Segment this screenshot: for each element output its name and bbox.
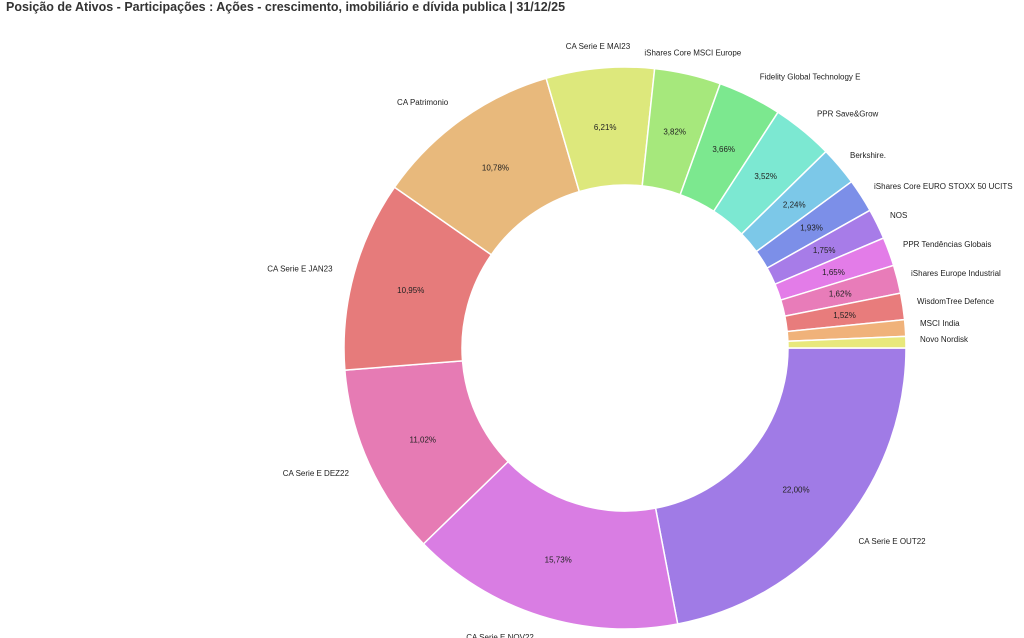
category-labels-layer: CA Serie E OUT22 CA Serie E NOV22 CA Serie… <box>267 42 1012 638</box>
chart-title: Posição de Ativos - Participações : Açõe… <box>6 0 566 14</box>
slice-category-label: CA Patrimonio <box>397 98 449 107</box>
slice-category-label: Berkshire. <box>850 151 886 160</box>
slice-percent-label: 1,65% <box>822 268 845 277</box>
slice-percent-label: 22,00% <box>782 485 809 494</box>
slice-category-label: Fidelity Global Technology E <box>760 73 861 82</box>
slice-category-label: CA Serie E DEZ22 <box>283 469 350 478</box>
slice-category-label: PPR Save&Grow <box>817 110 879 119</box>
slice-percent-label: 10,95% <box>397 286 424 295</box>
slice-category-label: PPR Tendências Globais <box>903 240 991 249</box>
slice-category-label: CA Serie E JAN23 <box>267 265 333 274</box>
slice-percent-label: 1,75% <box>813 246 836 255</box>
slice-percent-label: 10,78% <box>482 164 509 173</box>
percent-labels-layer: 22,00% 15,73% 11,02% 10,95% 10,78% 6,21% 3,82%… <box>397 123 856 565</box>
donut-slice[interactable] <box>787 335 907 349</box>
slice-category-label: NOS <box>890 211 907 220</box>
slice-category-label: iShares Core EURO STOXX 50 UCITS <box>874 182 1013 191</box>
slice-category-label: Novo Nordisk <box>920 335 969 344</box>
slice-percent-label: 1,93% <box>800 224 823 233</box>
slice-category-label: MSCI India <box>920 319 960 328</box>
slice-percent-label: 3,82% <box>663 128 686 137</box>
donut-slice[interactable] <box>654 347 907 625</box>
slices-layer <box>343 66 907 630</box>
slice-category-label: iShares Core MSCI Europe <box>644 49 741 58</box>
slice-percent-label: 11,02% <box>409 436 436 445</box>
slice-category-label: CA Serie E MAI23 <box>566 42 631 51</box>
slice-percent-label: 2,24% <box>783 200 806 209</box>
slice-category-label: CA Serie E NOV22 <box>466 633 534 638</box>
slice-category-label: iShares Europe Industrial <box>911 269 1001 278</box>
slice-percent-label: 15,73% <box>545 556 572 565</box>
slice-percent-label: 1,62% <box>829 290 852 299</box>
slice-percent-label: 6,21% <box>594 123 617 132</box>
slice-percent-label: 3,66% <box>712 145 735 154</box>
slice-category-label: WisdomTree Defence <box>917 297 995 306</box>
slice-category-label: CA Serie E OUT22 <box>858 537 926 546</box>
slice-percent-label: 1,52% <box>833 311 856 320</box>
slice-percent-label: 3,52% <box>754 172 777 181</box>
